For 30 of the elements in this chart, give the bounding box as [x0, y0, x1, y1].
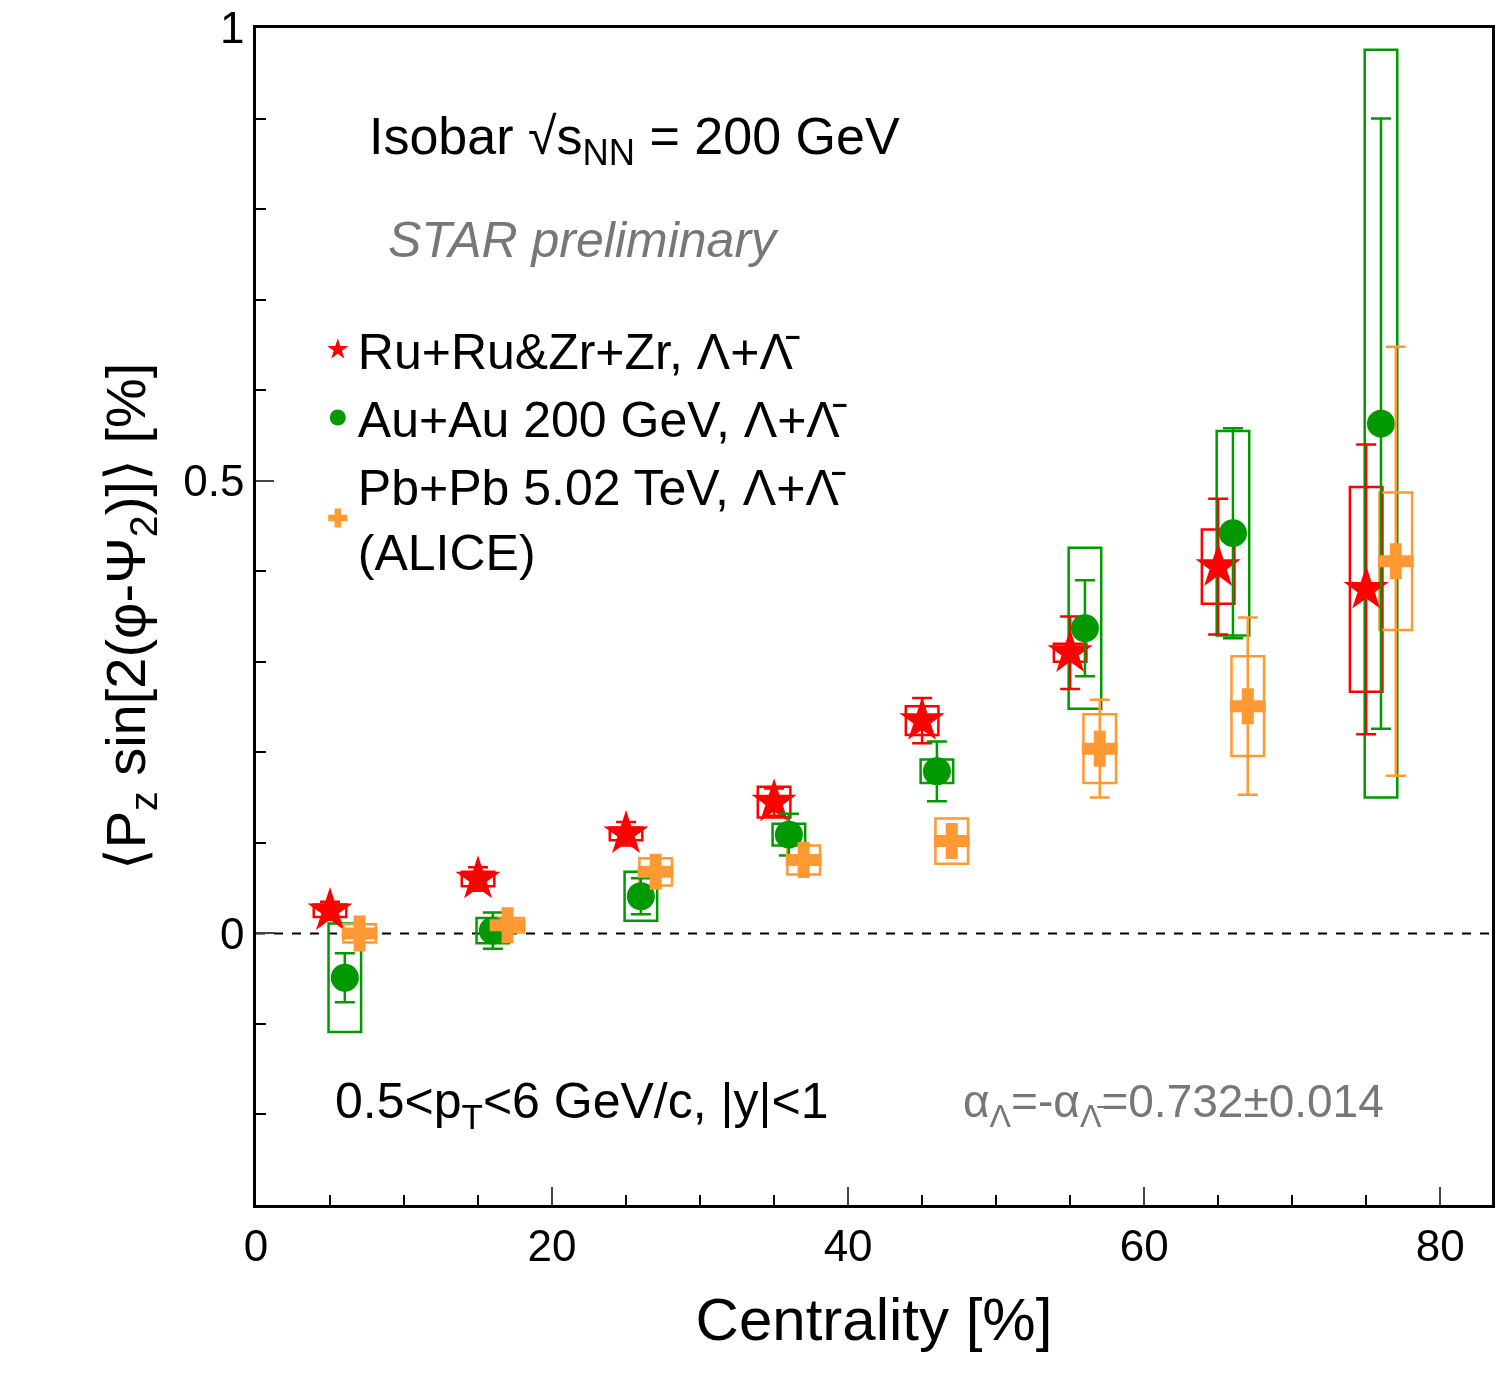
annotation: 0.5<p$_{T}$<6 GeV/c, |y|<1 [335, 1073, 829, 1136]
point [341, 915, 378, 952]
bar [460, 870, 496, 888]
y-tick-label: 0 [219, 908, 245, 958]
annotation: Isobar √s$_{NN}$ = 200 GeV [369, 107, 900, 173]
x-axis-title: Centrality [%] [695, 1286, 1053, 1354]
bar [934, 817, 970, 865]
point [1070, 614, 1099, 643]
point [489, 907, 526, 944]
point [1229, 688, 1266, 725]
x-tick-label: 20 [527, 1220, 577, 1270]
point [455, 855, 501, 899]
legend-label: Au+Au 200 GeV, Λ+Λ̄ [357, 391, 847, 448]
point [1218, 519, 1247, 548]
bar [1363, 48, 1399, 799]
point [933, 823, 970, 860]
bar [756, 785, 792, 819]
annotation: STAR preliminary [388, 212, 780, 268]
point [1366, 409, 1395, 438]
legend-label: Ru+Ru&Zr+Zr, Λ+Λ̄ [357, 323, 800, 380]
x-tick-label: 40 [823, 1220, 873, 1270]
y-tick-label: 1 [219, 3, 245, 53]
point [1081, 730, 1118, 767]
legend-label: Pb+Pb 5.02 TeV, Λ+Λ̄ (ALICE) [357, 459, 846, 581]
point [751, 778, 797, 822]
y-tick-label: 0.5 [183, 456, 245, 506]
x-tick-label: 80 [1415, 1220, 1465, 1270]
point [1377, 543, 1414, 580]
annotation: α$_{Λ}$=-α$_{Λ̄}$=0.732±0.014 [963, 1075, 1384, 1134]
x-tick-label: 60 [1119, 1220, 1169, 1270]
